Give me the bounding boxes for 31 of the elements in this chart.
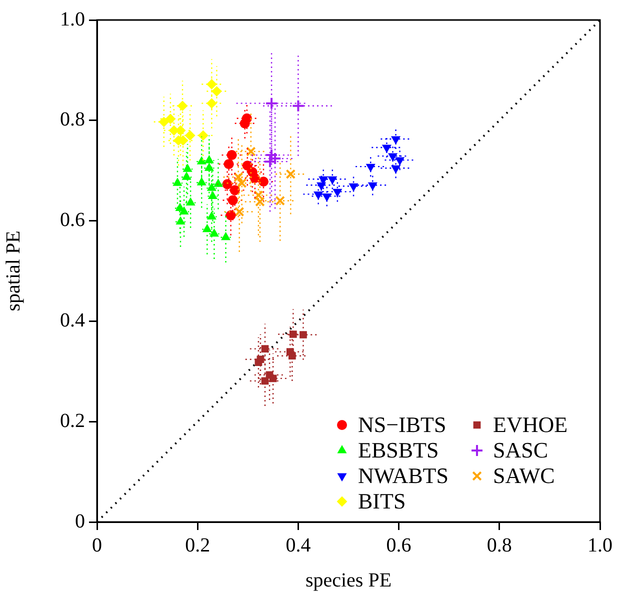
point <box>246 146 256 156</box>
x-axis-title: species PE <box>305 569 392 592</box>
y-axis-title: spatial PE <box>2 230 24 312</box>
y-tick-label: 0.4 <box>60 309 85 332</box>
y-tick-label: 1.0 <box>60 8 85 30</box>
point <box>265 148 278 162</box>
legend-label: NS−IBTS <box>358 412 446 437</box>
legend-label: BITS <box>358 488 406 514</box>
y-tick-label: 0.8 <box>60 108 85 131</box>
point <box>328 176 337 184</box>
legend-label: EBSBTS <box>358 437 439 462</box>
point <box>333 188 342 197</box>
point <box>275 196 285 206</box>
y-tick-label: 0 <box>75 510 85 532</box>
x-tick-label: 0.2 <box>185 534 210 556</box>
y-tick-label: 0.6 <box>60 209 85 232</box>
point <box>292 99 305 112</box>
x-tick-label: 0.6 <box>386 534 412 556</box>
legend-label: EVHOE <box>493 412 568 437</box>
point <box>265 96 278 110</box>
x-tick-label: 0 <box>92 534 102 556</box>
legend-label: NWABTS <box>358 462 448 488</box>
point <box>286 169 296 180</box>
x-tick-label: 0.4 <box>286 534 311 556</box>
x-tick-label: 0.8 <box>486 534 512 556</box>
y-tick-label: 0.2 <box>60 410 85 432</box>
legend-label: SAWC <box>493 462 555 488</box>
legend-label: SASC <box>493 437 548 462</box>
x-tick-label: 1.0 <box>588 534 612 556</box>
point <box>391 136 400 144</box>
point <box>234 206 244 217</box>
